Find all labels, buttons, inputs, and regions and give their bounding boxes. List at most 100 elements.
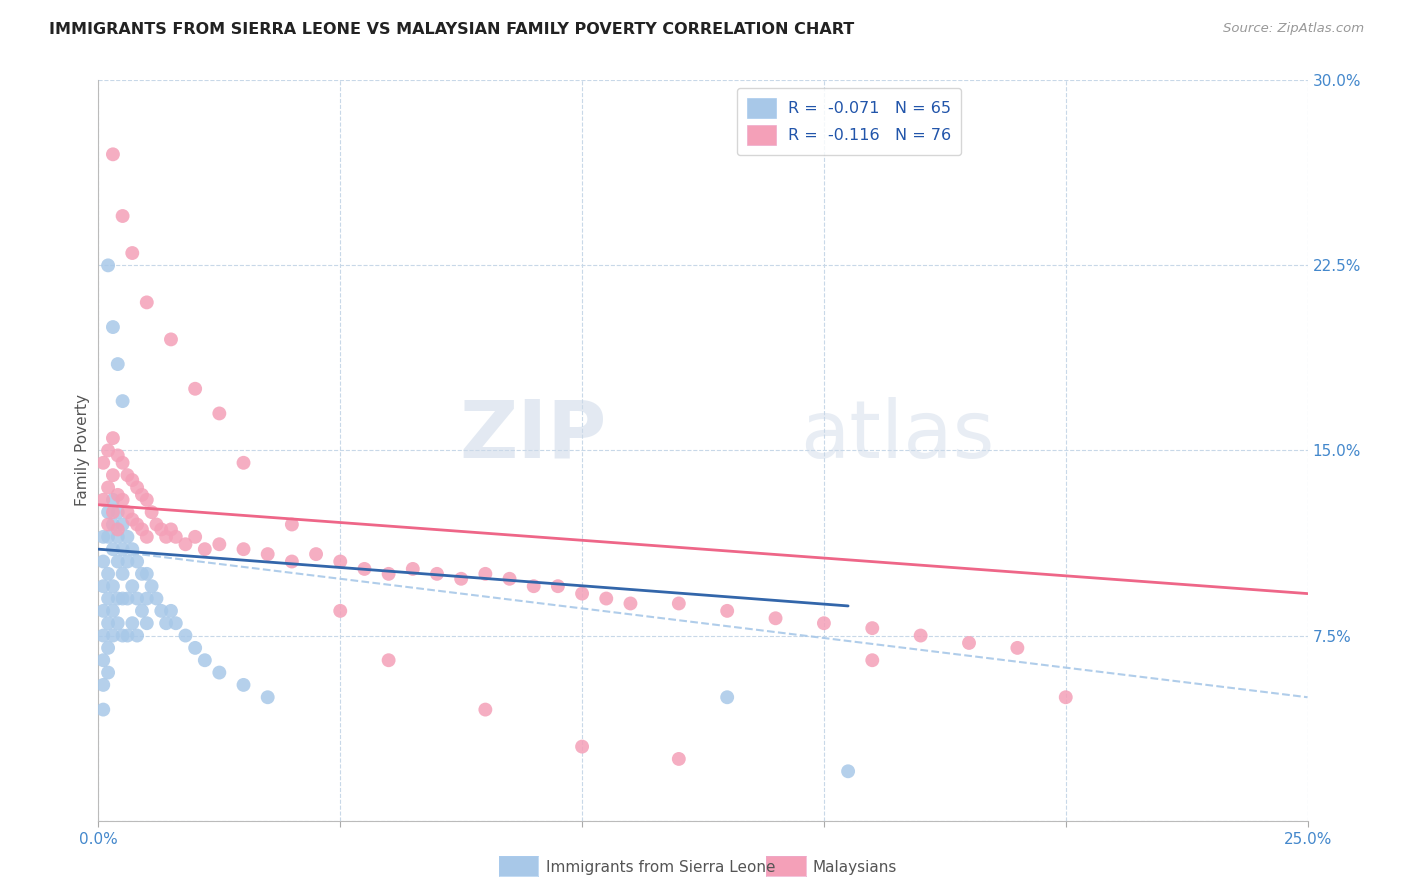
Point bbox=[101, 147, 124, 161]
Text: Source: ZipAtlas.com: Source: ZipAtlas.com bbox=[1223, 22, 1364, 36]
Point bbox=[256, 547, 278, 561]
Point bbox=[127, 628, 149, 642]
Point bbox=[117, 505, 139, 519]
Point bbox=[184, 640, 207, 655]
Point bbox=[135, 530, 157, 544]
Point bbox=[571, 586, 593, 600]
Point bbox=[97, 616, 120, 631]
Point bbox=[101, 604, 124, 618]
Point bbox=[474, 703, 496, 717]
Point bbox=[107, 449, 129, 463]
Point bbox=[91, 703, 114, 717]
Point bbox=[121, 512, 143, 526]
Point bbox=[97, 665, 120, 680]
Point bbox=[547, 579, 569, 593]
Point bbox=[91, 555, 114, 569]
Point bbox=[135, 295, 157, 310]
Point bbox=[165, 530, 187, 544]
Text: Malaysians: Malaysians bbox=[813, 861, 897, 875]
Point bbox=[117, 591, 139, 606]
Text: IMMIGRANTS FROM SIERRA LEONE VS MALAYSIAN FAMILY POVERTY CORRELATION CHART: IMMIGRANTS FROM SIERRA LEONE VS MALAYSIA… bbox=[49, 22, 855, 37]
Point bbox=[131, 566, 153, 581]
Point bbox=[595, 591, 617, 606]
Point bbox=[91, 628, 114, 642]
Point bbox=[474, 566, 496, 581]
Point bbox=[107, 357, 129, 371]
Point bbox=[571, 739, 593, 754]
Point bbox=[716, 604, 738, 618]
Point bbox=[523, 579, 546, 593]
Text: atlas: atlas bbox=[800, 397, 994, 475]
Point bbox=[329, 604, 352, 618]
Y-axis label: Family Poverty: Family Poverty bbox=[75, 394, 90, 507]
Point bbox=[184, 530, 207, 544]
Point bbox=[426, 566, 449, 581]
Point bbox=[117, 555, 139, 569]
Point bbox=[716, 690, 738, 705]
Point bbox=[141, 579, 163, 593]
Point bbox=[91, 653, 114, 667]
Point bbox=[97, 258, 120, 272]
Point bbox=[145, 591, 167, 606]
Point bbox=[117, 628, 139, 642]
Point bbox=[91, 530, 114, 544]
Point bbox=[101, 505, 124, 519]
Text: ZIP: ZIP bbox=[458, 397, 606, 475]
Point bbox=[111, 456, 134, 470]
Point bbox=[91, 604, 114, 618]
Point bbox=[131, 523, 153, 537]
Point bbox=[111, 628, 134, 642]
Point bbox=[860, 621, 883, 635]
Point bbox=[910, 628, 932, 642]
Point bbox=[281, 517, 304, 532]
Point bbox=[174, 628, 197, 642]
Point bbox=[121, 246, 143, 260]
Point bbox=[208, 407, 231, 421]
Point bbox=[101, 468, 124, 483]
Point bbox=[121, 579, 143, 593]
Point bbox=[232, 456, 254, 470]
Point bbox=[194, 653, 217, 667]
Point bbox=[107, 530, 129, 544]
Point bbox=[97, 566, 120, 581]
Point bbox=[97, 443, 120, 458]
Point bbox=[813, 616, 835, 631]
Point bbox=[111, 394, 134, 409]
Point bbox=[127, 591, 149, 606]
Point bbox=[305, 547, 328, 561]
Point bbox=[117, 468, 139, 483]
Point bbox=[135, 566, 157, 581]
Point bbox=[101, 579, 124, 593]
Point bbox=[135, 591, 157, 606]
Point bbox=[668, 597, 690, 611]
Point bbox=[208, 665, 231, 680]
Point bbox=[111, 542, 134, 557]
Point bbox=[165, 616, 187, 631]
Point bbox=[402, 562, 425, 576]
Point bbox=[111, 209, 134, 223]
Point bbox=[150, 523, 173, 537]
Point bbox=[619, 597, 641, 611]
Point bbox=[107, 555, 129, 569]
Point bbox=[127, 517, 149, 532]
Point bbox=[111, 492, 134, 507]
Point bbox=[97, 480, 120, 494]
Point bbox=[860, 653, 883, 667]
Point bbox=[121, 473, 143, 487]
Point bbox=[160, 332, 183, 346]
Point bbox=[194, 542, 217, 557]
Point bbox=[91, 456, 114, 470]
Point bbox=[174, 537, 197, 551]
Point bbox=[668, 752, 690, 766]
Point bbox=[91, 678, 114, 692]
Text: Immigrants from Sierra Leone: Immigrants from Sierra Leone bbox=[546, 861, 775, 875]
Point bbox=[160, 523, 183, 537]
Point bbox=[117, 530, 139, 544]
Point bbox=[107, 616, 129, 631]
Point bbox=[184, 382, 207, 396]
Point bbox=[135, 616, 157, 631]
Point bbox=[101, 542, 124, 557]
Point bbox=[450, 572, 472, 586]
Point bbox=[101, 517, 124, 532]
Point bbox=[232, 678, 254, 692]
